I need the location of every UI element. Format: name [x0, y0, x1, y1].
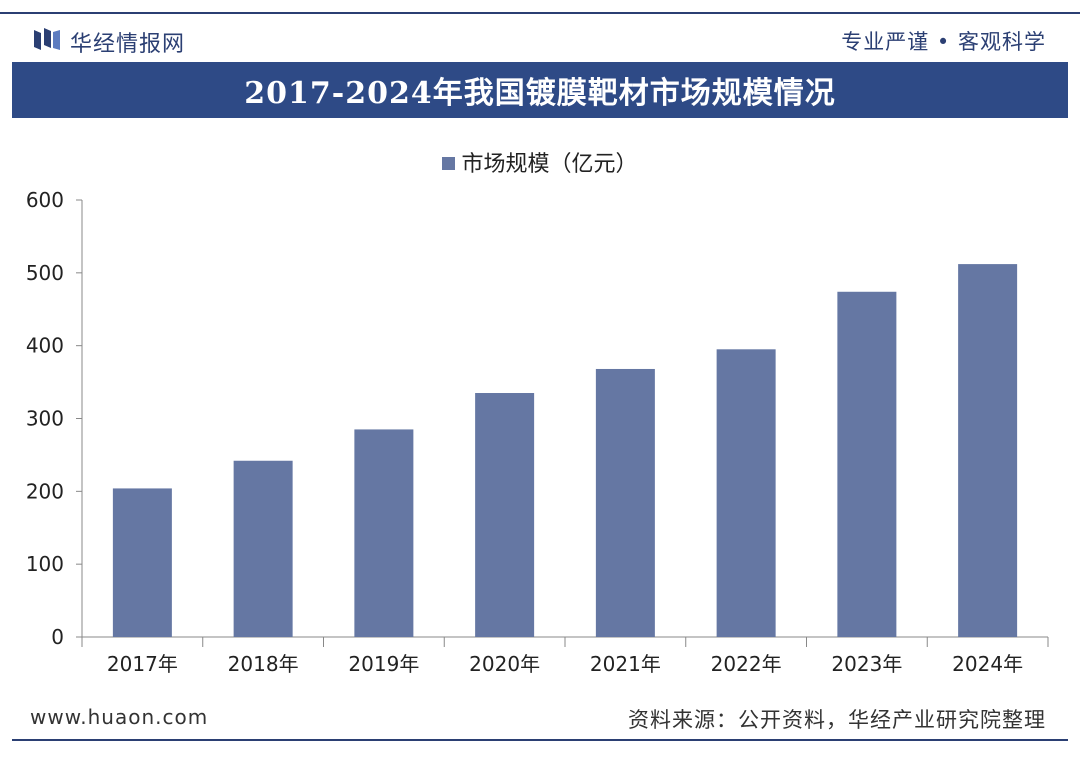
- header: 华经情报网 专业严谨 • 客观科学: [0, 14, 1080, 60]
- y-tick-label: 300: [26, 407, 64, 431]
- bar-2017年: [112, 488, 172, 637]
- website-url[interactable]: www.huaon.com: [30, 705, 209, 729]
- bar-2019年: [354, 429, 414, 637]
- y-tick-label: 200: [26, 479, 64, 503]
- bar-2021年: [595, 368, 655, 637]
- x-tick-label: 2023年: [831, 652, 902, 676]
- chart-title: 2017-2024年我国镀膜靶材市场规模情况: [12, 62, 1068, 118]
- brand-name: 华经情报网: [70, 32, 186, 57]
- y-tick-label: 400: [26, 334, 64, 358]
- bar-chart: 0 100 200 300 400 500 600 2017年 2018年 2019年 2020年 2…: [26, 188, 1049, 676]
- x-tick-label: 2024年: [952, 652, 1023, 676]
- bar-2018年: [233, 460, 293, 637]
- y-tick-label: 500: [26, 261, 64, 285]
- x-tick-label: 2018年: [228, 652, 299, 676]
- data-source: 资料来源：公开资料，华经产业研究院整理: [628, 708, 1046, 732]
- y-tick-label: 0: [51, 625, 64, 649]
- bar-2022年: [716, 349, 776, 637]
- y-tick-label: 100: [26, 552, 64, 576]
- x-tick-label: 2019年: [348, 652, 419, 676]
- bar-2024年: [958, 264, 1018, 637]
- brand-logo-icon: [34, 28, 60, 50]
- bar-2023年: [837, 291, 897, 637]
- x-tick-label: 2017年: [107, 652, 178, 676]
- top-frame-line: [0, 12, 1080, 14]
- chart-legend: 市场规模（亿元）: [0, 146, 1080, 178]
- legend-label: 市场规模（亿元）: [461, 152, 638, 177]
- bottom-frame-line: [12, 739, 1068, 741]
- legend-swatch: [442, 157, 456, 170]
- slogan: 专业严谨 • 客观科学: [841, 30, 1046, 54]
- bar-2020年: [475, 393, 535, 637]
- x-tick-label: 2021年: [590, 652, 661, 676]
- x-tick-label: 2020年: [469, 652, 540, 676]
- y-tick-label: 600: [26, 188, 64, 212]
- x-tick-label: 2022年: [711, 652, 782, 676]
